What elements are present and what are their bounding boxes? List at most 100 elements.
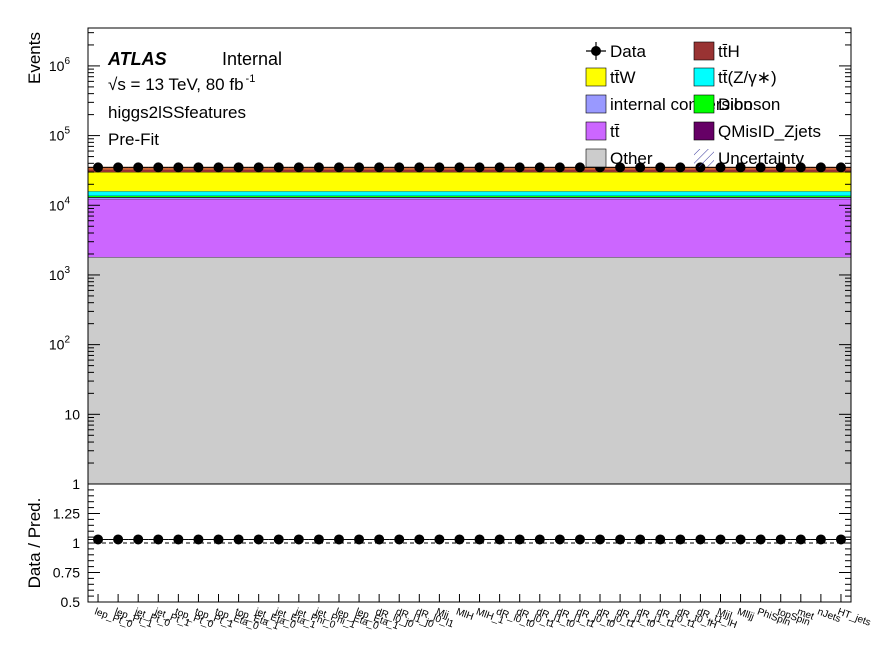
data-point-20 (494, 162, 505, 173)
legend-swatch-6 (585, 121, 607, 141)
y-tick-exp-5: 5 (64, 126, 70, 137)
data-point-17 (434, 162, 445, 173)
status-label: Internal (222, 49, 282, 69)
stack-band-7 (88, 168, 851, 173)
ratio-point-17 (434, 534, 445, 545)
ratio-point-8 (253, 534, 264, 545)
ratio-point-18 (454, 534, 465, 545)
stack-band-1 (88, 199, 851, 258)
ratio-point-25 (595, 534, 606, 545)
stack-band-6 (88, 172, 851, 192)
data-point-13 (354, 162, 365, 173)
ratio-point-14 (374, 534, 385, 545)
ratio-point-2 (133, 534, 144, 545)
stack-band-4 (88, 195, 851, 198)
ratio-point-27 (635, 534, 646, 545)
y-tick-base-2: 10 (49, 337, 65, 353)
ratio-y-tick-label-2: 1 (72, 535, 80, 551)
data-point-12 (333, 162, 344, 173)
y-tick-label-1: 10 (64, 406, 80, 422)
data-point-35 (795, 162, 806, 173)
y-tick-exp-3: 3 (64, 265, 70, 276)
ratio-point-1 (113, 534, 124, 545)
legend: Data tt̄H tt̄W tt̄(Z/γ∗) internal conversion… (585, 41, 821, 168)
data-point-33 (755, 162, 766, 173)
legend-label-1: tt̄H (718, 42, 740, 61)
legend-uncertainty-swatch (694, 149, 714, 167)
data-point-19 (474, 162, 485, 173)
ratio-point-19 (474, 534, 485, 545)
y-axis-ratio: 0.5 0.75 1 1.25 (53, 489, 851, 610)
data-point-5 (193, 162, 204, 173)
ratio-point-6 (213, 534, 224, 545)
ratio-point-10 (293, 534, 304, 545)
data-point-36 (815, 162, 826, 173)
y-tick-base-1: 10 (64, 406, 80, 422)
data-point-34 (775, 162, 786, 173)
legend-label-7: QMisID_Zjets (718, 122, 821, 141)
data-point-6 (213, 162, 224, 173)
ratio-point-3 (153, 534, 164, 545)
ratio-y-tick-label-3: 1.25 (53, 506, 80, 522)
y-tick-label-5: 105 (49, 126, 71, 144)
data-point-1 (113, 162, 124, 173)
legend-label-5: Diboson (718, 95, 780, 114)
y-tick-label-2: 102 (49, 335, 71, 353)
y-tick-exp-2: 2 (64, 335, 70, 346)
ratio-point-26 (615, 534, 626, 545)
data-point-31 (715, 162, 726, 173)
data-point-0 (93, 162, 104, 173)
ratio-panel: 0.5 0.75 1 1.25 Data / Pred. lep_Pt_0lep_Pt… (25, 483, 872, 633)
data-point-29 (675, 162, 686, 173)
x-tick-label-31: Mjjl (715, 606, 733, 621)
ratio-point-5 (193, 534, 204, 545)
y-tick-label-3: 103 (49, 265, 71, 283)
data-point-22 (534, 162, 545, 173)
ratio-point-15 (394, 534, 405, 545)
legend-swatch-5 (693, 94, 715, 114)
atlas-label-block: ATLAS Internal √s = 13 TeV, 80 fb -1 higg… (107, 49, 282, 149)
x-tick-label-35: met (796, 606, 816, 622)
stack-band-5 (88, 191, 851, 196)
data-point-37 (835, 162, 846, 173)
y-tick-exp-6: 6 (64, 56, 70, 67)
x-tick-label-32: Mlljj (736, 606, 756, 622)
x-tick-label-37: HT_jets (836, 606, 872, 628)
ratio-y-tick-label-0: 0.5 (61, 594, 81, 610)
data-point-27 (635, 162, 646, 173)
data-point-26 (615, 162, 626, 173)
legend-label-9: Uncertainty (718, 149, 804, 168)
legend-label-3: tt̄(Z/γ∗) (718, 68, 777, 87)
ratio-point-22 (534, 534, 545, 545)
data-point-11 (313, 162, 324, 173)
data-point-9 (273, 162, 284, 173)
data-point-15 (394, 162, 405, 173)
data-point-23 (554, 162, 565, 173)
data-point-21 (514, 162, 525, 173)
legend-data-marker (591, 46, 601, 56)
data-point-3 (153, 162, 164, 173)
lumi-exponent: -1 (246, 73, 256, 85)
data-point-32 (735, 162, 746, 173)
ratio-point-32 (735, 534, 746, 545)
data-point-16 (414, 162, 425, 173)
y-tick-base-4: 10 (49, 197, 65, 213)
ratio-points (88, 534, 851, 545)
x-tick-label-17: Mjj (434, 606, 450, 621)
ratio-point-34 (775, 534, 786, 545)
data-point-4 (173, 162, 184, 173)
legend-label-8: Other (610, 149, 653, 168)
ratio-point-7 (233, 534, 244, 545)
ratio-point-35 (795, 534, 806, 545)
y-tick-label-6: 106 (49, 56, 71, 74)
data-point-18 (454, 162, 465, 173)
legend-swatch-2 (585, 67, 607, 87)
ratio-y-tick-label-1: 0.75 (53, 565, 80, 581)
region-label: higgs2lSSfeatures (108, 103, 246, 122)
data-point-10 (293, 162, 304, 173)
data-points (88, 162, 851, 173)
ratio-point-29 (675, 534, 686, 545)
data-point-2 (133, 162, 144, 173)
